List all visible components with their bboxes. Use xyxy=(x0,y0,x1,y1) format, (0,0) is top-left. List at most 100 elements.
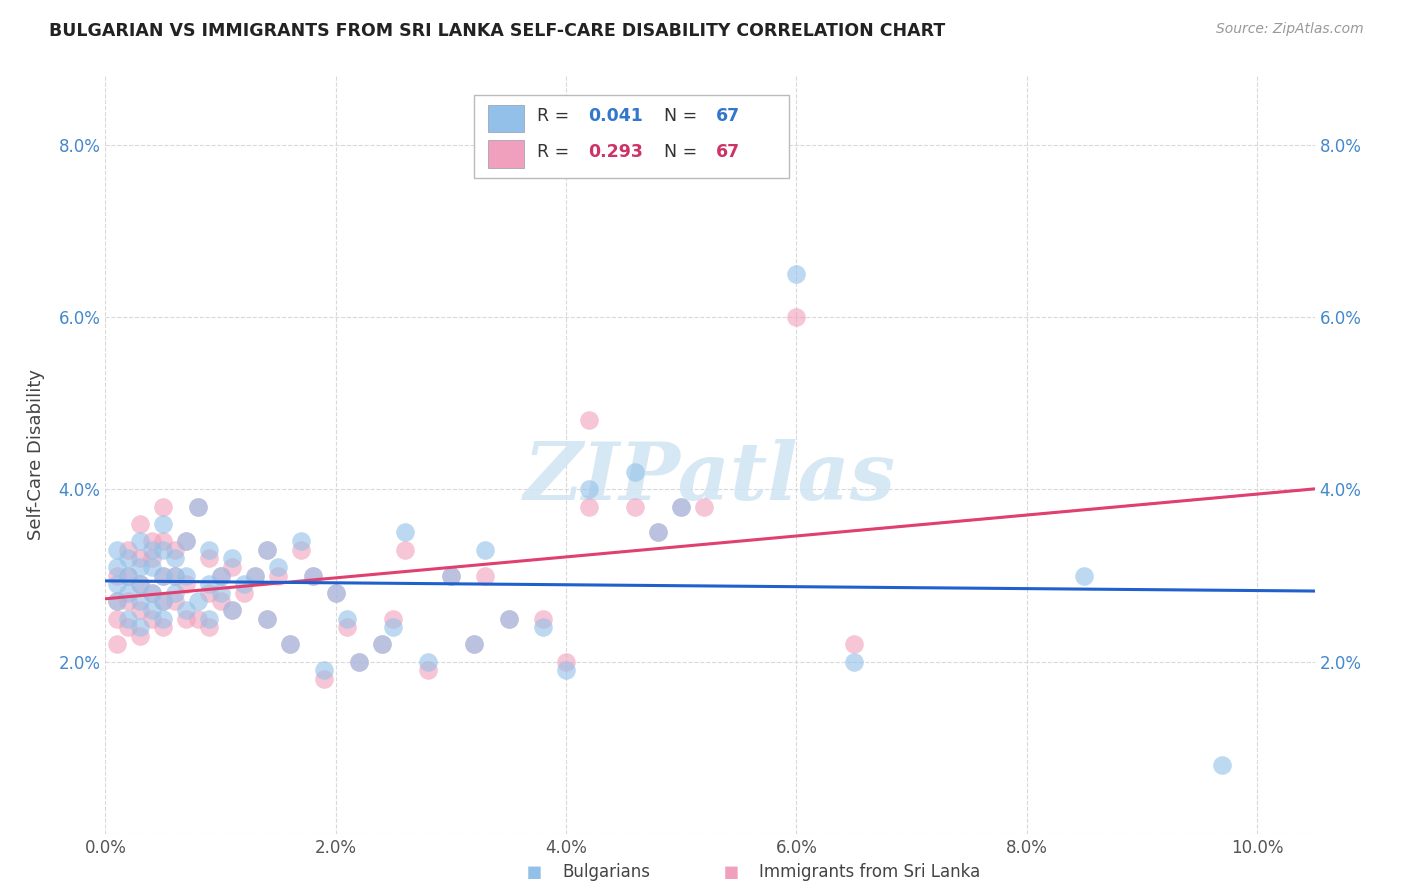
Point xyxy=(198,551,221,566)
Point xyxy=(394,542,416,557)
Point xyxy=(1211,758,1233,772)
Point xyxy=(129,516,152,531)
Point xyxy=(267,568,290,582)
Point xyxy=(187,500,209,514)
Point xyxy=(141,534,163,549)
Point xyxy=(498,612,520,626)
Point xyxy=(163,568,186,582)
Text: N =: N = xyxy=(664,143,703,161)
Point xyxy=(555,655,578,669)
Point xyxy=(256,612,278,626)
Point xyxy=(314,672,336,686)
Point xyxy=(163,542,186,557)
Point xyxy=(440,568,463,582)
Text: 67: 67 xyxy=(716,143,740,161)
Text: N =: N = xyxy=(664,107,703,125)
Point xyxy=(117,542,139,557)
Point xyxy=(463,637,485,651)
Point xyxy=(117,568,139,582)
Text: 67: 67 xyxy=(716,107,740,125)
Text: Source: ZipAtlas.com: Source: ZipAtlas.com xyxy=(1216,22,1364,37)
Point xyxy=(267,560,290,574)
Point xyxy=(785,310,807,324)
Point xyxy=(198,620,221,634)
Point xyxy=(693,500,716,514)
Point xyxy=(141,586,163,600)
Point xyxy=(198,542,221,557)
Point xyxy=(174,577,197,591)
Point xyxy=(209,568,232,582)
Point xyxy=(152,542,174,557)
Point xyxy=(842,655,865,669)
Point xyxy=(647,525,669,540)
Point xyxy=(256,612,278,626)
Point xyxy=(152,594,174,608)
Point xyxy=(129,551,152,566)
Point xyxy=(382,612,405,626)
Point xyxy=(152,516,174,531)
Point xyxy=(198,612,221,626)
FancyBboxPatch shape xyxy=(474,95,789,178)
Point xyxy=(117,568,139,582)
Point xyxy=(174,603,197,617)
Point xyxy=(105,577,128,591)
Point xyxy=(152,612,174,626)
Point xyxy=(314,663,336,677)
Point xyxy=(129,577,152,591)
Point xyxy=(187,500,209,514)
Point xyxy=(243,568,266,582)
Point xyxy=(105,637,128,651)
Point xyxy=(531,620,554,634)
Point xyxy=(152,568,174,582)
Text: ZIPatlas: ZIPatlas xyxy=(524,439,896,516)
Point xyxy=(440,568,463,582)
Text: R =: R = xyxy=(537,143,575,161)
Point xyxy=(105,594,128,608)
Point xyxy=(129,594,152,608)
Point xyxy=(1073,568,1095,582)
Point xyxy=(624,500,647,514)
Point xyxy=(498,612,520,626)
Point xyxy=(163,594,186,608)
Point xyxy=(647,525,669,540)
Text: Bulgarians: Bulgarians xyxy=(562,863,651,881)
Point xyxy=(578,483,600,497)
Point xyxy=(152,534,174,549)
Point xyxy=(152,500,174,514)
Point xyxy=(221,560,243,574)
Point xyxy=(129,577,152,591)
Point xyxy=(371,637,394,651)
FancyBboxPatch shape xyxy=(488,140,524,168)
Point xyxy=(141,542,163,557)
Point xyxy=(209,568,232,582)
Point xyxy=(198,577,221,591)
Point xyxy=(105,612,128,626)
Point xyxy=(278,637,301,651)
Point xyxy=(416,655,439,669)
Point xyxy=(347,655,370,669)
Point xyxy=(209,586,232,600)
Point xyxy=(256,542,278,557)
Point xyxy=(117,620,139,634)
Point xyxy=(174,612,197,626)
Point xyxy=(129,620,152,634)
Point xyxy=(325,586,347,600)
Point xyxy=(474,568,496,582)
Point xyxy=(232,577,254,591)
Point xyxy=(117,551,139,566)
Point xyxy=(129,629,152,643)
Point xyxy=(141,551,163,566)
Point xyxy=(382,620,405,634)
Point xyxy=(105,560,128,574)
Point xyxy=(371,637,394,651)
Point xyxy=(198,586,221,600)
Point xyxy=(163,568,186,582)
Point xyxy=(141,603,163,617)
Point xyxy=(187,612,209,626)
Point xyxy=(243,568,266,582)
Point xyxy=(174,534,197,549)
Point xyxy=(117,612,139,626)
Point xyxy=(105,568,128,582)
Point xyxy=(347,655,370,669)
Point xyxy=(624,465,647,479)
